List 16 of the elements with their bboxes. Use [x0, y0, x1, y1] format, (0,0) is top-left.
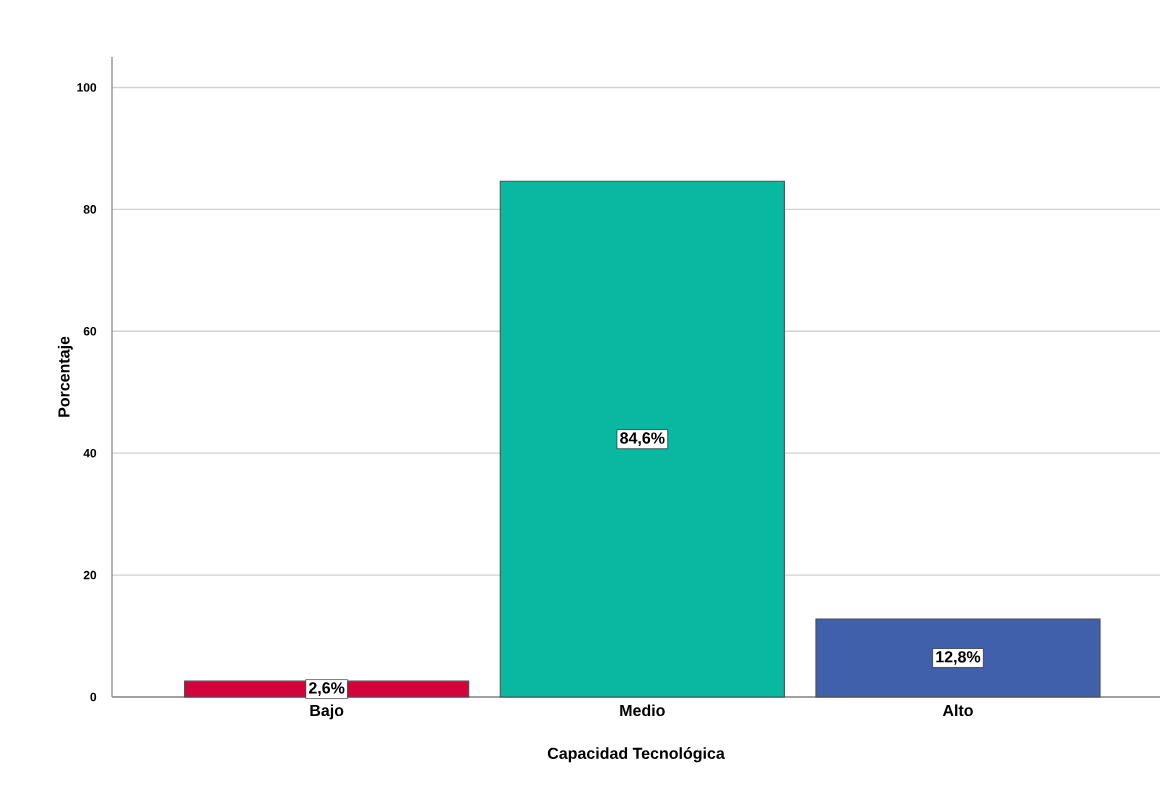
y-tick-label: 100 [77, 83, 97, 92]
y-tick-label: 40 [83, 448, 97, 458]
x-tick-label: Alto [942, 704, 973, 717]
y-tick-label: 80 [83, 205, 97, 214]
bar [499, 180, 785, 698]
y-axis-title: Porcentaje [57, 336, 73, 417]
data-label: 12,8% [936, 651, 981, 665]
y-tick-label: 0 [90, 692, 97, 702]
x-tick-label: Bajo [310, 704, 344, 720]
x-axis-title: Capacidad Tecnológica [547, 747, 725, 763]
x-tick-label: Medio [620, 704, 665, 717]
bar [815, 618, 1101, 698]
y-tick-label: 20 [83, 570, 97, 580]
y-tick-label: 60 [83, 327, 97, 336]
data-label: 2,6% [308, 682, 345, 696]
data-label: 84,6% [620, 432, 665, 446]
